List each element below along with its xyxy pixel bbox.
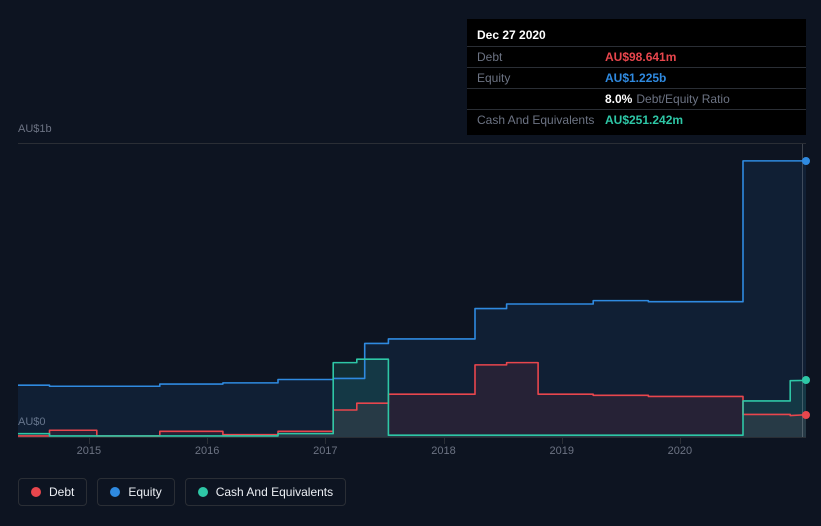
- marker-debt: [802, 411, 810, 419]
- x-axis-tick: 2018: [431, 445, 455, 457]
- legend-item-cash-and-equivalents[interactable]: Cash And Equivalents: [185, 478, 346, 506]
- tooltip-row: EquityAU$1.225b: [467, 68, 806, 89]
- x-axis: 2015 2016 2017 2018 2019 2020: [18, 445, 806, 465]
- tooltip-row-value: AU$1.225b: [605, 71, 666, 85]
- legend-dot-icon: [198, 487, 208, 497]
- x-axis-tick-line: [325, 438, 326, 444]
- tooltip-row-value: 8.0%: [605, 92, 632, 106]
- chart-tooltip: Dec 27 2020 DebtAU$98.641mEquityAU$1.225…: [467, 19, 806, 135]
- tooltip-row-value: AU$98.641m: [605, 50, 676, 64]
- x-axis-tick: 2019: [549, 445, 573, 457]
- x-axis-tick: 2016: [195, 445, 219, 457]
- x-axis-tick: 2017: [313, 445, 337, 457]
- tooltip-row-label: Equity: [477, 71, 605, 85]
- marker-equity: [802, 157, 810, 165]
- legend-item-label: Debt: [49, 485, 74, 499]
- x-axis-tick-line: [89, 438, 90, 444]
- x-axis-tick-line: [562, 438, 563, 444]
- x-axis-tick: 2015: [77, 445, 101, 457]
- legend-item-equity[interactable]: Equity: [97, 478, 174, 506]
- chart-svg: [18, 144, 806, 437]
- tooltip-row: DebtAU$98.641m: [467, 47, 806, 68]
- marker-cash: [802, 376, 810, 384]
- tooltip-row-value: AU$251.242m: [605, 113, 683, 127]
- x-axis-tick: 2020: [668, 445, 692, 457]
- tooltip-row-label: Debt: [477, 50, 605, 64]
- tooltip-row-extra: Debt/Equity Ratio: [636, 92, 729, 106]
- legend-dot-icon: [110, 487, 120, 497]
- legend-dot-icon: [31, 487, 41, 497]
- y-axis-top-label: AU$1b: [18, 123, 52, 135]
- tooltip-date: Dec 27 2020: [467, 24, 806, 47]
- chart-cursor-line: [802, 144, 803, 437]
- tooltip-row: Cash And EquivalentsAU$251.242m: [467, 110, 806, 130]
- x-axis-tick-line: [444, 438, 445, 444]
- x-axis-tick-line: [207, 438, 208, 444]
- x-axis-tick-line: [680, 438, 681, 444]
- chart-plot-area[interactable]: [18, 143, 806, 438]
- tooltip-row-label: [477, 92, 605, 106]
- tooltip-row: 8.0% Debt/Equity Ratio: [467, 89, 806, 110]
- legend-item-label: Cash And Equivalents: [216, 485, 333, 499]
- chart-legend: Debt Equity Cash And Equivalents: [18, 478, 346, 506]
- tooltip-row-label: Cash And Equivalents: [477, 113, 605, 127]
- legend-item-debt[interactable]: Debt: [18, 478, 87, 506]
- legend-item-label: Equity: [128, 485, 161, 499]
